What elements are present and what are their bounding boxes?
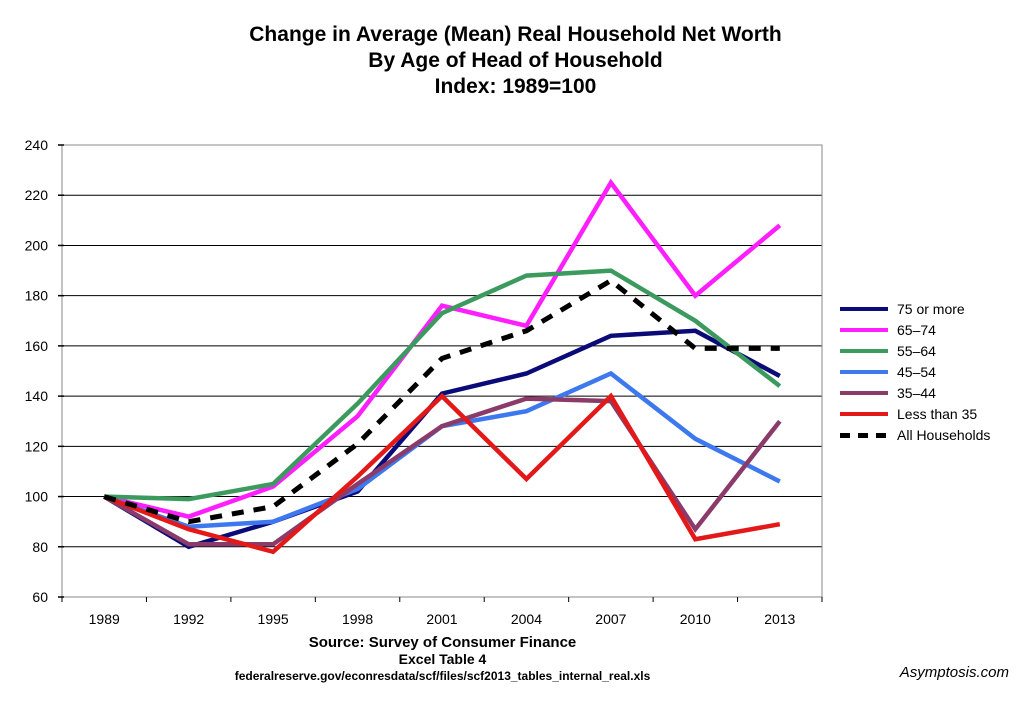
- legend-swatch: [840, 429, 888, 441]
- plot-frame: [61, 144, 823, 598]
- x-tick-label: 2001: [426, 611, 457, 627]
- x-tick-label: 1998: [342, 611, 373, 627]
- x-tick-label: 2007: [595, 611, 626, 627]
- legend-swatch: [840, 303, 888, 315]
- title-line-2: By Age of Head of Household: [368, 49, 663, 72]
- legend-swatch: [840, 408, 888, 420]
- source-note: Source: Survey of Consumer Finance Excel…: [0, 634, 885, 685]
- legend-swatch: [840, 366, 888, 378]
- brand-watermark: Asymptosis.com: [899, 664, 1009, 681]
- x-tick-label: 1989: [89, 611, 120, 627]
- y-tick-label: 60: [32, 589, 48, 605]
- x-tick-label: 2004: [511, 611, 542, 627]
- gridlines: [62, 194, 822, 548]
- legend-item: 65–74: [840, 319, 990, 340]
- series-line-1: [103, 178, 782, 519]
- legend-label: 75 or more: [897, 300, 965, 317]
- title-line-3: Index: 1989=100: [434, 75, 597, 98]
- series-line-5: [103, 392, 781, 555]
- source-line-1: Source: Survey of Consumer Finance: [308, 634, 577, 651]
- legend-label: 65–74: [897, 321, 936, 338]
- y-tick-label: 220: [25, 187, 49, 203]
- legend-label: 35–44: [897, 384, 936, 401]
- series-lines: [103, 178, 782, 555]
- x-tick-label: 2010: [680, 611, 711, 627]
- y-tick-label: 200: [25, 237, 49, 253]
- legend-label: 45–54: [897, 363, 936, 380]
- y-tick-label: 80: [32, 539, 48, 555]
- x-tick-label: 2013: [764, 611, 795, 627]
- source-line-3: federalreserve.gov/econresdata/scf/files…: [234, 669, 651, 683]
- x-axis: 1989 1992 1995 1998 2001 2004 2007 2010 2013: [61, 597, 823, 627]
- legend-item: 35–44: [840, 382, 990, 403]
- title-line-1: Change in Average (Mean) Real Household …: [249, 23, 782, 46]
- series-line-2: [104, 268, 782, 502]
- legend-item: 75 or more: [840, 298, 990, 319]
- legend-item: 55–64: [840, 340, 990, 361]
- x-tick-label: 1992: [173, 611, 204, 627]
- y-tick-label: 240: [25, 137, 49, 153]
- series-line-6: [103, 277, 780, 525]
- source-line-2: Excel Table 4: [398, 651, 487, 667]
- legend-label: 55–64: [897, 342, 936, 359]
- legend-swatch: [840, 345, 888, 357]
- legend-swatch: [840, 387, 888, 399]
- legend-swatch: [840, 324, 888, 336]
- legend-item: 45–54: [840, 361, 990, 382]
- y-tick-label: 140: [25, 388, 49, 404]
- legend: 75 or more 65–74 55–64 45–54 35–44 Less than …: [840, 298, 990, 445]
- y-axis: 60 80 100 120 140 160 180 200 220 240: [25, 137, 64, 605]
- series-line-4: [103, 396, 782, 547]
- legend-item: All Households: [840, 424, 990, 445]
- legend-label: All Households: [897, 426, 991, 443]
- y-tick-label: 180: [25, 288, 49, 304]
- legend-item: Less than 35: [840, 403, 990, 424]
- legend-label: Less than 35: [897, 405, 978, 422]
- y-tick-label: 100: [25, 489, 49, 505]
- chart-title: Change in Average (Mean) Real Household …: [0, 22, 1031, 100]
- y-tick-label: 160: [25, 338, 49, 354]
- x-tick-label: 1995: [258, 611, 289, 627]
- y-tick-label: 120: [25, 438, 49, 454]
